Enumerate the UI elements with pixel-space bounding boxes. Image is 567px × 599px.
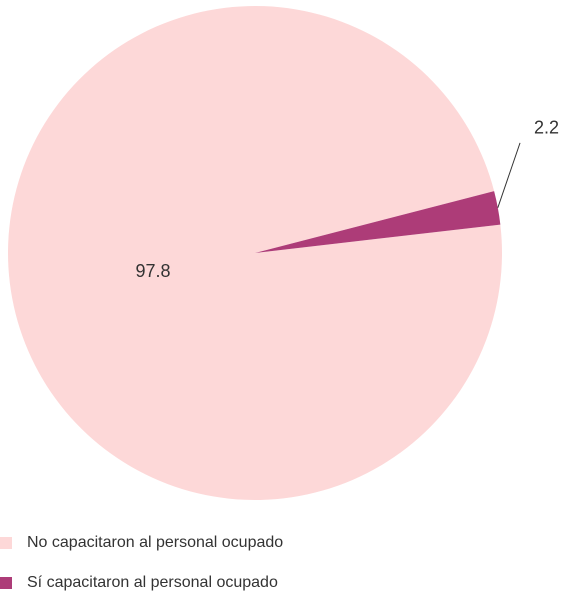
- data-label: 2.2: [534, 118, 559, 138]
- data-label: 97.8: [135, 261, 170, 281]
- legend-swatch: [0, 577, 12, 589]
- pie-slice: [7, 5, 503, 500]
- pie-slice: [255, 191, 501, 253]
- legend-label: No capacitaron al personal ocupado: [27, 534, 283, 551]
- legend-label: Sí capacitaron al personal ocupado: [27, 574, 278, 591]
- leader-line: [497, 142, 521, 208]
- legend-swatch: [0, 537, 12, 549]
